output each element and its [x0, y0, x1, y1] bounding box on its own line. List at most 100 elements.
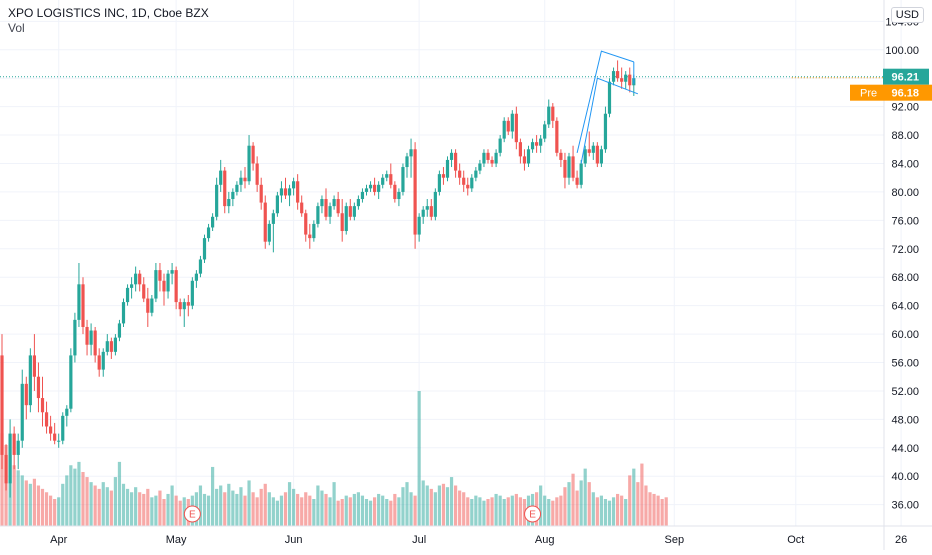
- volume-bar: [142, 493, 146, 526]
- candle: [279, 181, 284, 203]
- volume-bar: [373, 497, 377, 526]
- volume-bar: [292, 488, 296, 526]
- volume-bar: [385, 499, 389, 526]
- candle: [381, 174, 385, 189]
- volume-bar: [559, 495, 563, 526]
- gridlines: [0, 0, 902, 526]
- volume-bar: [85, 477, 89, 526]
- candle-body: [57, 440, 61, 442]
- volume-bar: [433, 492, 437, 526]
- candle-body: [587, 149, 591, 153]
- volume-bar: [506, 497, 510, 526]
- candle: [263, 195, 267, 249]
- pre-price-value: 96.18: [891, 88, 919, 100]
- candle: [304, 209, 308, 242]
- volume-bar: [458, 490, 462, 526]
- flag-drawing[interactable]: [576, 50, 639, 164]
- volume-bar: [421, 480, 425, 526]
- volume-bar: [575, 490, 579, 526]
- candle-body: [162, 280, 166, 292]
- candle: [429, 199, 433, 221]
- price-tags: 96.21 Pre 96.18: [850, 68, 932, 101]
- candle: [105, 334, 109, 356]
- candle-body: [575, 177, 579, 185]
- candle: [510, 110, 514, 139]
- candle-body: [356, 199, 360, 207]
- candle: [40, 376, 45, 427]
- candle-body: [308, 234, 312, 239]
- candle-body: [490, 159, 494, 164]
- candle-body: [255, 163, 259, 185]
- earnings-marker[interactable]: E: [524, 505, 542, 523]
- candle-body: [85, 326, 89, 345]
- volume-bar: [308, 495, 312, 526]
- candle-body: [336, 199, 340, 214]
- candle: [4, 444, 8, 491]
- candle-body: [300, 202, 304, 214]
- volume-bar: [437, 485, 441, 526]
- candle-body: [271, 213, 275, 224]
- volume-bar: [279, 495, 284, 526]
- candle: [498, 135, 502, 157]
- volume-bar: [121, 483, 126, 526]
- candle: [8, 419, 12, 498]
- volume-bar: [146, 488, 150, 526]
- earnings-label: E: [529, 510, 536, 521]
- candle: [458, 163, 462, 185]
- candle: [539, 135, 543, 153]
- x-tick-label: Apr: [50, 534, 67, 546]
- candle-body: [595, 145, 599, 164]
- volume-bar: [449, 477, 454, 526]
- candle: [215, 177, 219, 221]
- candle-body: [211, 216, 215, 228]
- volume-bar: [0, 433, 4, 526]
- volume-bar: [494, 493, 498, 526]
- volume-bar: [49, 495, 53, 526]
- candle-body: [510, 113, 514, 132]
- earnings-marker[interactable]: E: [183, 505, 201, 523]
- candle-body: [522, 156, 527, 164]
- volume-bar: [470, 499, 474, 526]
- candle-body: [194, 273, 198, 281]
- pre-price-tag: [850, 84, 932, 101]
- candle: [494, 149, 498, 168]
- volume-bar: [36, 485, 41, 526]
- y-tick-label: 68.00: [891, 272, 919, 284]
- volume-bar: [101, 482, 105, 526]
- volume-bar: [77, 461, 81, 526]
- candle: [490, 156, 494, 168]
- candle: [202, 234, 207, 263]
- candle-body: [449, 152, 454, 160]
- volume-bar: [178, 500, 182, 526]
- candle: [211, 213, 215, 232]
- candle-body: [296, 181, 300, 203]
- candle-body: [373, 184, 377, 192]
- candle: [243, 167, 247, 189]
- candle: [296, 174, 300, 210]
- volume-bar: [628, 475, 632, 526]
- candle: [61, 412, 65, 445]
- volume-indicator-label[interactable]: Vol: [8, 21, 25, 35]
- volume-bar: [235, 493, 239, 526]
- volume-bar: [543, 495, 547, 526]
- candle-body: [611, 71, 616, 82]
- candle: [312, 220, 316, 242]
- volume-bar: [198, 485, 203, 526]
- candle-body: [316, 206, 320, 224]
- candle: [530, 138, 535, 153]
- volume-bar: [567, 482, 571, 526]
- candle-body: [579, 163, 583, 185]
- candle: [81, 277, 85, 335]
- candle: [194, 270, 198, 288]
- candle: [389, 163, 393, 189]
- volume-bar: [162, 499, 166, 526]
- candle: [449, 149, 454, 168]
- x-axis[interactable]: Apr May Jun Jul Aug Sep Oct 26: [0, 525, 932, 546]
- candle: [219, 159, 223, 192]
- candle-body: [324, 199, 328, 217]
- currency-button[interactable]: USD: [890, 7, 924, 23]
- candle: [125, 284, 130, 306]
